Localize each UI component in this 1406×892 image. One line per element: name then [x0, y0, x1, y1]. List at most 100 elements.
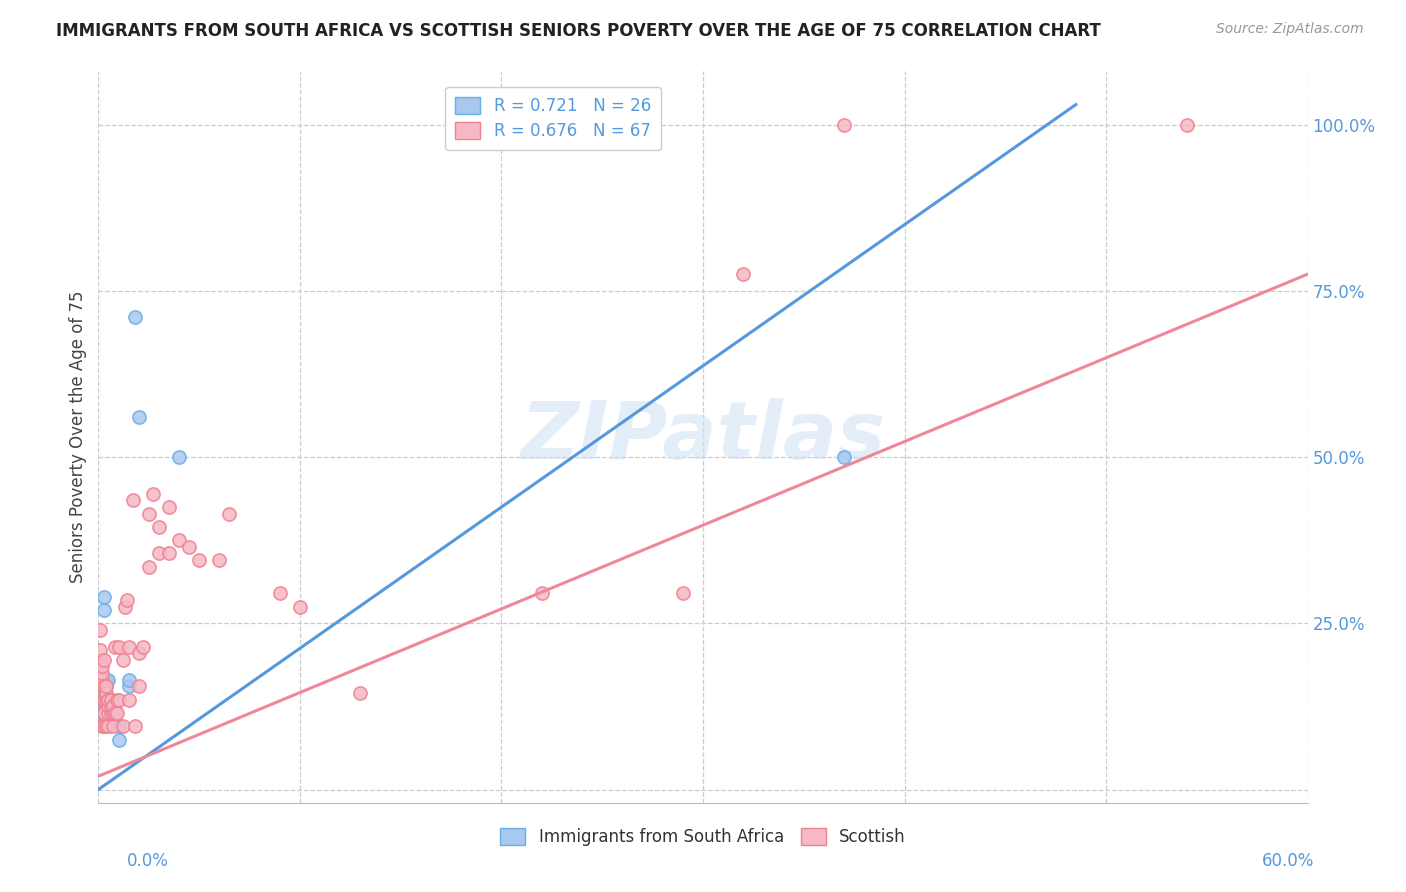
Point: [148, 546, 170, 560]
Legend: Immigrants from South Africa, Scottish: Immigrants from South Africa, Scottish: [494, 822, 912, 853]
Point: [132, 640, 155, 654]
Point: [103, 696, 125, 710]
Point: [93, 653, 115, 667]
Point: [349, 686, 371, 700]
Text: IMMIGRANTS FROM SOUTH AFRICA VS SCOTTISH SENIORS POVERTY OVER THE AGE OF 75 CORR: IMMIGRANTS FROM SOUTH AFRICA VS SCOTTISH…: [56, 22, 1101, 40]
Point: [91, 666, 114, 681]
Point: [89, 659, 111, 673]
Point: [269, 586, 291, 600]
Point: [288, 599, 311, 614]
Point: [96, 686, 118, 700]
Point: [91, 719, 114, 733]
Point: [101, 706, 124, 720]
Point: [96, 680, 118, 694]
Point: [138, 507, 160, 521]
Point: [128, 646, 150, 660]
Point: [97, 719, 120, 733]
Point: [89, 669, 111, 683]
Point: [208, 553, 231, 567]
Point: [107, 732, 129, 747]
Point: [91, 673, 114, 687]
Point: [96, 673, 118, 687]
Point: [101, 699, 124, 714]
Point: [89, 623, 111, 637]
Point: [91, 696, 114, 710]
Point: [672, 586, 695, 600]
Point: [111, 653, 134, 667]
Point: [121, 493, 143, 508]
Point: [100, 692, 122, 706]
Point: [107, 640, 129, 654]
Point: [118, 673, 141, 687]
Point: [832, 450, 855, 464]
Point: [107, 719, 129, 733]
Point: [91, 680, 114, 694]
Point: [96, 719, 118, 733]
Text: ZIPatlas: ZIPatlas: [520, 398, 886, 476]
Point: [111, 719, 134, 733]
Point: [530, 586, 553, 600]
Point: [91, 709, 114, 723]
Point: [103, 706, 125, 720]
Point: [103, 640, 125, 654]
Point: [114, 599, 136, 614]
Point: [118, 640, 141, 654]
Point: [218, 507, 240, 521]
Point: [107, 692, 129, 706]
Point: [101, 706, 124, 720]
Point: [128, 410, 150, 425]
Point: [97, 673, 120, 687]
Point: [188, 553, 211, 567]
Point: [105, 706, 128, 720]
Point: [96, 680, 118, 694]
Point: [93, 706, 115, 720]
Point: [138, 559, 160, 574]
Point: [1175, 118, 1198, 132]
Point: [118, 680, 141, 694]
Point: [157, 546, 180, 560]
Point: [733, 267, 755, 281]
Point: [89, 643, 111, 657]
Point: [93, 716, 115, 731]
Y-axis label: Seniors Poverty Over the Age of 75: Seniors Poverty Over the Age of 75: [69, 291, 87, 583]
Point: [97, 692, 120, 706]
Point: [100, 706, 122, 720]
Point: [91, 680, 114, 694]
Point: [93, 692, 115, 706]
Text: 60.0%: 60.0%: [1263, 852, 1315, 870]
Text: 0.0%: 0.0%: [127, 852, 169, 870]
Text: Source: ZipAtlas.com: Source: ZipAtlas.com: [1216, 22, 1364, 37]
Point: [105, 692, 128, 706]
Point: [93, 699, 115, 714]
Point: [148, 520, 170, 534]
Point: [91, 659, 114, 673]
Point: [157, 500, 180, 514]
Point: [124, 719, 146, 733]
Point: [832, 118, 855, 132]
Point: [167, 450, 190, 464]
Point: [93, 603, 115, 617]
Point: [96, 690, 118, 704]
Point: [97, 699, 120, 714]
Point: [124, 310, 146, 325]
Point: [89, 653, 111, 667]
Point: [89, 703, 111, 717]
Point: [142, 486, 165, 500]
Point: [93, 590, 115, 604]
Point: [91, 692, 114, 706]
Point: [97, 706, 120, 720]
Point: [167, 533, 190, 548]
Point: [115, 593, 138, 607]
Point: [128, 680, 150, 694]
Point: [179, 540, 201, 554]
Point: [96, 692, 118, 706]
Point: [97, 692, 120, 706]
Point: [100, 699, 122, 714]
Point: [89, 666, 111, 681]
Point: [101, 719, 124, 733]
Point: [89, 686, 111, 700]
Point: [118, 692, 141, 706]
Point: [97, 713, 120, 727]
Point: [93, 719, 115, 733]
Point: [93, 680, 115, 694]
